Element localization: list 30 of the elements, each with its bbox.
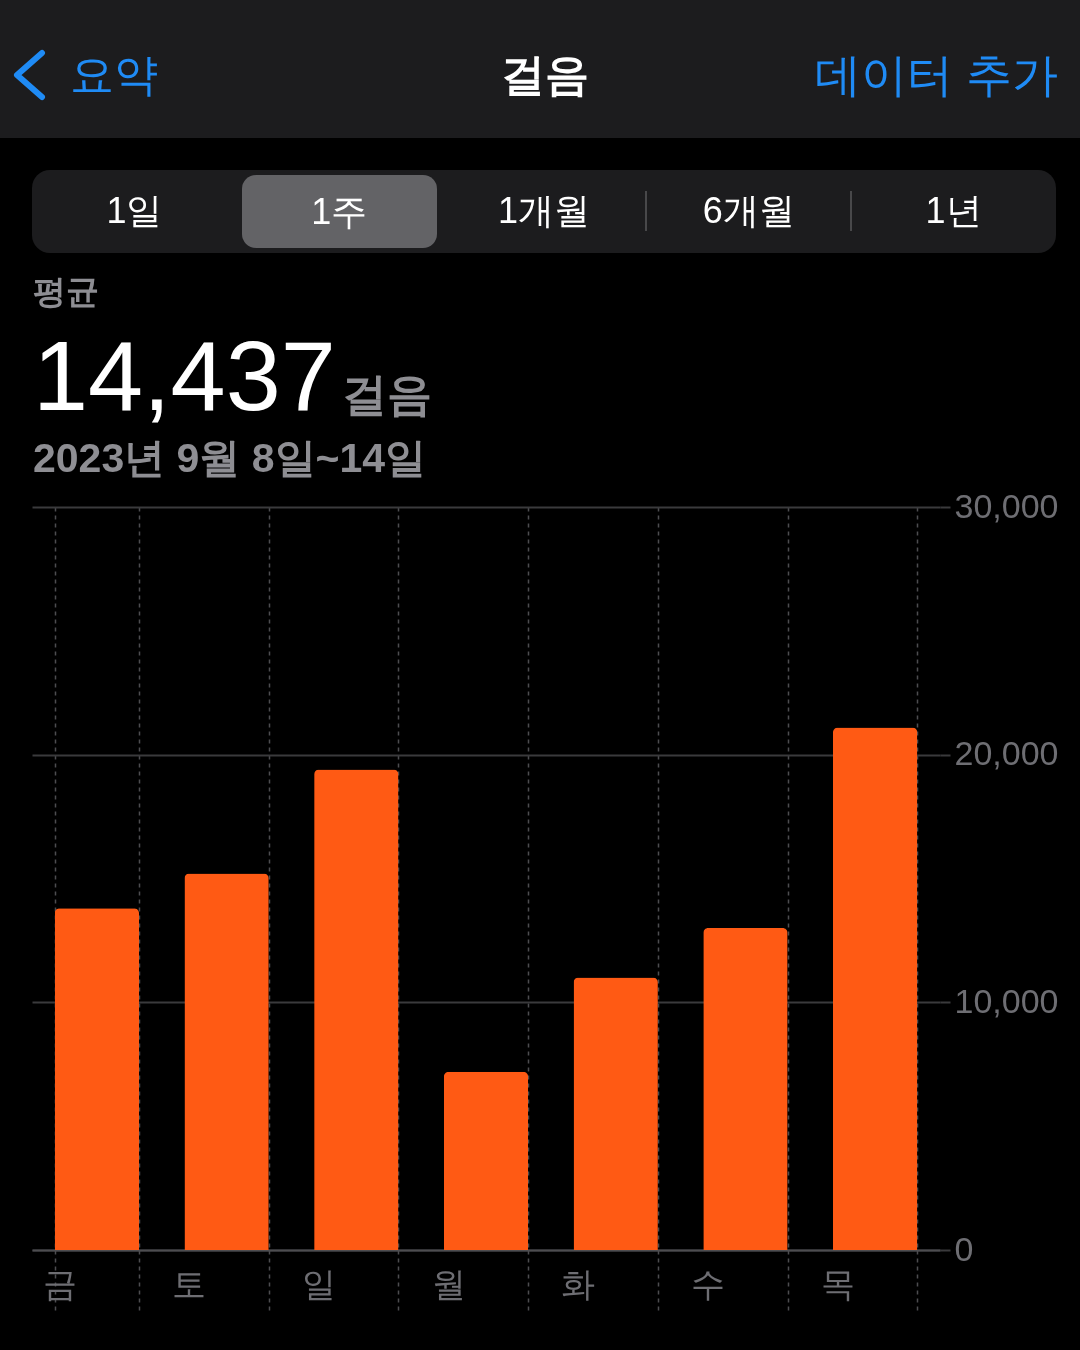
bar (703, 928, 788, 1250)
bar (314, 769, 399, 1250)
chart-title: 걸음 (501, 50, 589, 99)
chart-subtitle: 2023년 9월 8일~14일 (33, 435, 427, 481)
x-tick-label: 금 (42, 1264, 77, 1303)
bar (573, 977, 658, 1250)
text: 6개월 (701, 190, 796, 231)
text: 평균 (33, 273, 99, 310)
text: 데이터 추가 (815, 49, 1058, 101)
text: 요약 (70, 50, 158, 99)
x-tick-label: 목 (820, 1264, 855, 1303)
x-tick-label: 일 (301, 1264, 336, 1303)
y-tick-label: 10,000 (954, 981, 1059, 1020)
x-tick-label: 월 (431, 1264, 466, 1303)
text: 1개월 (496, 190, 591, 231)
x-tick-label: 토 (172, 1264, 207, 1303)
bar (443, 1071, 529, 1250)
bar (54, 908, 140, 1250)
text: 14,437 (33, 320, 336, 431)
bar (832, 727, 918, 1250)
selected-segment: 1주 (241, 175, 437, 248)
x-tick-label: 화 (561, 1264, 596, 1303)
y-tick-label: 0 (954, 1229, 974, 1268)
x-tick-label: 수 (691, 1264, 726, 1303)
y-tick-label: 30,000 (954, 486, 1059, 525)
bar (184, 873, 269, 1250)
y-tick-label: 20,000 (954, 734, 1059, 773)
text: 1년 (924, 190, 983, 231)
text: 걸음 (341, 369, 432, 420)
text: 1일 (105, 190, 164, 231)
